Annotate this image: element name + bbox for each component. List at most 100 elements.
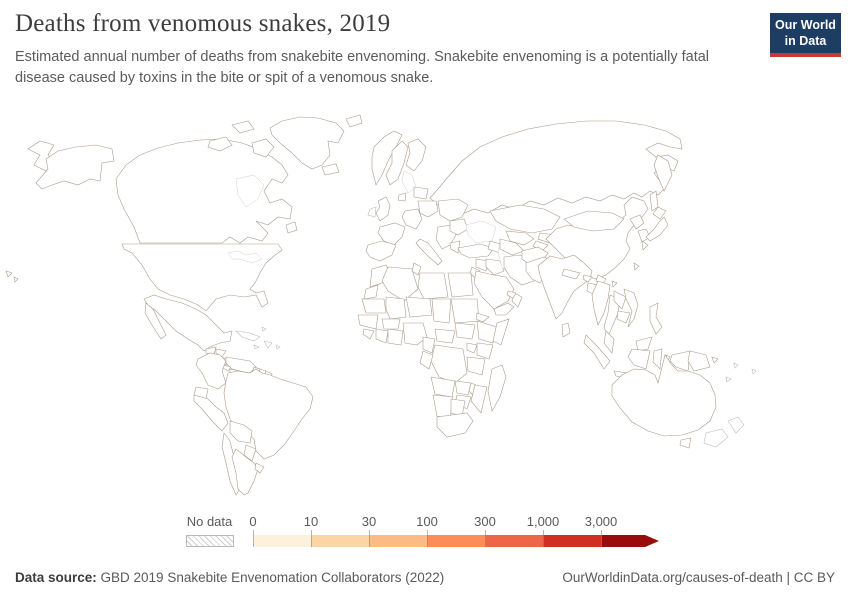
country-south-sudan[interactable] [454, 322, 476, 340]
country-uzbekistan[interactable] [505, 230, 535, 246]
country-denmark[interactable] [397, 192, 407, 202]
country-canada-victoria-island[interactable] [207, 136, 233, 152]
country-sierra-leone-liberia[interactable] [362, 328, 375, 340]
country-svalbard[interactable] [345, 114, 363, 128]
country-russia-kamchatka[interactable] [653, 154, 673, 192]
country-mexico-baja[interactable] [144, 302, 167, 340]
country-germany[interactable] [401, 208, 423, 230]
country-papua-new-guinea[interactable] [687, 350, 711, 372]
country-niger[interactable] [405, 296, 433, 318]
legend-bin-30-100[interactable] [369, 535, 427, 547]
country-laos[interactable] [613, 290, 627, 310]
country-malaysia-borneo[interactable] [635, 336, 653, 352]
country-mexico[interactable] [143, 294, 233, 352]
country-mongolia[interactable] [563, 210, 625, 232]
country-italy[interactable] [415, 238, 443, 266]
country-syria[interactable] [475, 258, 489, 272]
country-malaysia-peninsula[interactable] [603, 330, 615, 354]
country-canada-newfoundland[interactable] [285, 221, 298, 234]
country-south-africa[interactable] [436, 412, 474, 438]
legend-bin-1000-3000[interactable] [543, 535, 601, 547]
country-paraguay[interactable] [243, 444, 257, 462]
country-pacific-islands[interactable] [725, 362, 757, 383]
country-ethiopia[interactable] [476, 320, 498, 344]
country-tanzania[interactable] [466, 356, 486, 376]
country-baltics[interactable] [413, 186, 429, 200]
country-hispaniola[interactable] [263, 340, 273, 349]
country-saudi-arabia[interactable] [473, 270, 515, 310]
country-chile[interactable] [221, 432, 241, 496]
country-iraq[interactable] [485, 258, 505, 276]
country-spain[interactable] [365, 240, 397, 262]
country-indonesia-papua[interactable] [669, 350, 691, 372]
country-iceland[interactable] [321, 163, 340, 176]
country-yemen[interactable] [493, 302, 515, 316]
country-mozambique[interactable] [470, 384, 488, 414]
country-uae[interactable] [506, 290, 517, 299]
country-central-african-republic[interactable] [434, 328, 456, 344]
country-romania[interactable] [449, 218, 469, 236]
country-chad[interactable] [431, 298, 452, 324]
country-india[interactable] [537, 254, 593, 320]
country-kazakhstan[interactable] [489, 204, 561, 234]
country-western-sahara[interactable] [363, 284, 379, 300]
country-ghana-togo-benin[interactable] [387, 328, 404, 346]
country-burkina-faso[interactable] [381, 318, 401, 330]
no-data-swatch[interactable] [186, 535, 234, 547]
country-madagascar[interactable] [487, 364, 507, 412]
country-algeria[interactable] [381, 266, 419, 302]
country-canada-ellesmere[interactable] [231, 120, 255, 134]
country-bolivia[interactable] [229, 420, 253, 444]
country-australia[interactable] [611, 354, 717, 437]
country-usa-hawaii[interactable] [5, 270, 19, 283]
legend-bin-10-30[interactable] [311, 535, 369, 547]
country-indonesia-sulawesi[interactable] [652, 348, 663, 370]
country-north-korea[interactable] [629, 214, 645, 230]
country-vietnam[interactable] [623, 288, 639, 328]
country-usa[interactable] [121, 243, 283, 312]
country-oman[interactable] [511, 292, 523, 308]
country-france[interactable] [377, 222, 406, 246]
country-nigeria[interactable] [402, 322, 428, 346]
legend-bin-100-300[interactable] [427, 535, 485, 547]
country-canada[interactable] [115, 138, 293, 244]
country-turkey[interactable] [457, 243, 495, 259]
legend-bin-0-10[interactable] [253, 535, 311, 547]
country-sudan[interactable] [450, 298, 480, 324]
country-cuba[interactable] [235, 330, 261, 342]
country-taiwan[interactable] [633, 262, 640, 271]
country-philippines[interactable] [649, 302, 663, 335]
country-ireland[interactable] [367, 206, 377, 218]
country-tunisia[interactable] [411, 262, 422, 276]
country-sri-lanka[interactable] [561, 322, 571, 338]
country-sweden[interactable] [385, 140, 409, 186]
country-ukraine[interactable] [437, 198, 469, 222]
country-poland[interactable] [417, 200, 439, 218]
country-new-zealand-south[interactable] [703, 428, 729, 448]
country-japan-kyushu[interactable] [641, 240, 649, 251]
country-egypt[interactable] [447, 272, 474, 298]
country-bahamas[interactable] [261, 326, 267, 332]
legend-bin-3000+[interactable] [601, 535, 659, 547]
country-congo-gabon[interactable] [419, 350, 434, 370]
country-mauritania[interactable] [361, 298, 387, 314]
country-indonesia-sumatra[interactable] [583, 334, 611, 370]
footer-attribution-link[interactable]: OurWorldinData.org/causes-of-death | CC … [562, 570, 835, 585]
country-argentina[interactable] [231, 448, 259, 496]
country-dr-congo[interactable] [430, 344, 468, 384]
country-japan-hokkaido[interactable] [652, 206, 667, 220]
country-somalia[interactable] [492, 318, 510, 346]
country-peru[interactable] [193, 394, 229, 432]
country-turkmenistan[interactable] [499, 238, 525, 256]
country-brazil[interactable] [223, 368, 314, 460]
country-libya[interactable] [417, 272, 449, 300]
country-eritrea[interactable] [475, 312, 490, 323]
country-united-kingdom[interactable] [375, 196, 391, 222]
country-jamaica[interactable] [253, 344, 260, 350]
country-cambodia[interactable] [616, 310, 631, 324]
country-norway[interactable] [371, 130, 403, 186]
country-kenya[interactable] [476, 342, 494, 360]
country-indonesia-kalimantan[interactable] [627, 348, 651, 370]
country-nepal[interactable] [561, 268, 581, 280]
country-myanmar[interactable] [591, 280, 611, 326]
